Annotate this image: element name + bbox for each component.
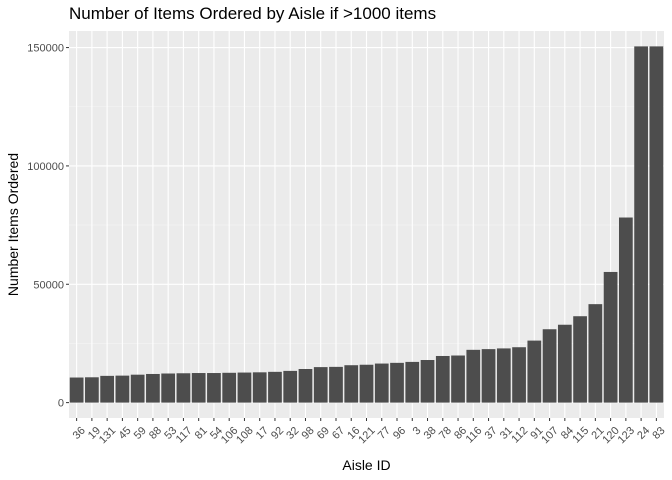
bar-aisle-24 (634, 46, 648, 403)
x-tick-label: 107 (539, 425, 560, 446)
bar-aisle-106 (222, 372, 237, 403)
x-tick-label: 121 (356, 425, 377, 446)
bar-aisle-98 (298, 369, 313, 403)
bar-aisle-31 (496, 348, 511, 403)
bar-aisle-45 (115, 375, 130, 403)
bar-aisle-121 (359, 364, 374, 403)
bar-aisle-96 (390, 362, 404, 403)
bar-aisle-91 (527, 340, 542, 403)
bar-aisle-117 (176, 373, 191, 403)
bar-aisle-78 (435, 355, 450, 403)
bar-aisle-81 (191, 373, 206, 403)
bar-aisle-123 (618, 217, 633, 403)
bar-aisle-54 (207, 373, 221, 403)
bar-aisle-108 (237, 372, 252, 403)
x-tick-label: 108 (234, 425, 255, 446)
x-tick-label: 131 (97, 425, 118, 446)
bar-aisle-59 (130, 374, 145, 403)
chart-title: Number of Items Ordered by Aisle if >100… (69, 4, 437, 23)
bar-aisle-36 (69, 377, 84, 403)
bar-aisle-88 (146, 373, 160, 403)
bar-aisle-53 (161, 373, 176, 403)
grid-lines (69, 31, 664, 418)
bar-aisle-17 (252, 372, 267, 403)
y-tick-label: 50000 (33, 279, 64, 291)
bar-aisle-115 (573, 316, 587, 403)
bar-aisle-37 (481, 349, 496, 403)
bar-aisle-112 (512, 347, 526, 403)
x-tick-label: 83 (650, 425, 667, 442)
bar-aisle-69 (313, 367, 328, 403)
bars (69, 46, 664, 403)
bar-aisle-92 (268, 371, 282, 403)
y-tick-label: 0 (58, 398, 64, 410)
y-axis-ticks: 0 50000 100000 150000 (27, 43, 69, 410)
bar-aisle-86 (451, 355, 465, 403)
bar-aisle-131 (100, 375, 115, 403)
bar-aisle-116 (466, 349, 481, 403)
x-tick-label: 112 (509, 425, 530, 446)
bar-aisle-84 (557, 324, 572, 403)
bar-aisle-120 (603, 271, 618, 403)
bar-aisle-77 (374, 363, 389, 403)
x-axis-ticks: 3619131455988531178154106108179232986967… (71, 418, 668, 446)
bar-aisle-32 (283, 370, 298, 403)
y-tick-label: 150000 (27, 43, 64, 55)
x-tick-label: 116 (464, 425, 485, 446)
bar-aisle-16 (344, 365, 359, 403)
x-tick-label: 117 (174, 425, 195, 446)
bar-aisle-19 (85, 377, 99, 403)
x-tick-label: 3 (411, 425, 424, 438)
x-tick-label: 115 (570, 425, 591, 446)
x-tick-label: 123 (616, 425, 637, 446)
y-axis-title: Number Items Ordered (5, 153, 21, 296)
y-tick-label: 100000 (27, 161, 64, 173)
bar-aisle-38 (420, 360, 435, 403)
x-tick-label: 96 (391, 425, 408, 442)
bar-aisle-83 (649, 46, 664, 403)
bar-aisle-67 (329, 366, 343, 403)
x-axis-title: Aisle ID (342, 457, 390, 473)
bar-aisle-21 (588, 304, 603, 403)
bar-aisle-3 (405, 361, 420, 403)
bar-aisle-107 (542, 329, 557, 403)
